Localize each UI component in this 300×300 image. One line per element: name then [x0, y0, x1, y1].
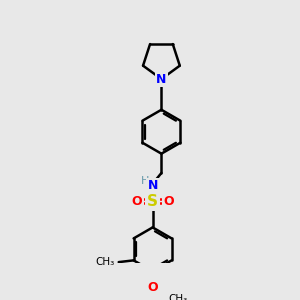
Text: O: O	[163, 195, 174, 208]
Text: CH₃: CH₃	[95, 257, 114, 267]
Text: CH₃: CH₃	[168, 294, 188, 300]
Text: N: N	[156, 73, 167, 85]
Text: S: S	[147, 194, 158, 208]
Text: N: N	[147, 179, 158, 192]
Text: O: O	[131, 195, 142, 208]
Text: H: H	[140, 176, 149, 186]
Text: O: O	[147, 280, 158, 294]
